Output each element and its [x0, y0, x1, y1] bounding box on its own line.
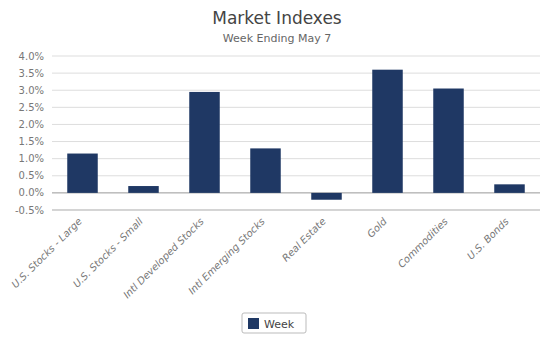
x-tick-label: Real Estate — [280, 216, 328, 264]
zero-line — [52, 192, 540, 193]
grid-line — [52, 158, 540, 159]
bar — [494, 184, 525, 193]
y-tick-label: 3.5% — [19, 68, 44, 79]
bar — [433, 89, 464, 193]
y-tick-label: 3.0% — [19, 85, 44, 96]
bar — [189, 92, 220, 193]
grid-line — [52, 56, 540, 57]
y-tick-label: 2.5% — [19, 102, 44, 113]
legend: Week — [242, 313, 306, 333]
grid-line — [52, 73, 540, 74]
chart-svg: Market Indexes Week Ending May 7 -0.5% 0.0%… — [0, 0, 554, 340]
y-tick-label: 0.5% — [19, 170, 44, 181]
bars — [67, 70, 525, 200]
bar — [372, 70, 403, 193]
bar — [250, 148, 281, 192]
y-tick-label: 2.0% — [19, 119, 44, 130]
y-tick-label: 1.0% — [19, 153, 44, 164]
x-tick-label: Commodities — [396, 216, 450, 270]
grid-line — [52, 210, 540, 211]
y-tick-label: -0.5% — [15, 205, 44, 216]
grid-line — [52, 107, 540, 108]
bar — [67, 154, 98, 193]
x-tick-label: Gold — [365, 215, 389, 239]
grid-line — [52, 124, 540, 125]
bar — [311, 193, 342, 200]
y-tick-label: 4.0% — [19, 51, 44, 62]
x-tick-label: Intl Emerging Stocks — [186, 216, 267, 297]
legend-swatch — [248, 318, 259, 329]
subtitle: Week Ending May 7 — [223, 32, 331, 45]
legend-label: Week — [264, 318, 295, 331]
x-axis-line — [52, 210, 540, 211]
bar — [128, 186, 159, 193]
grid-line — [52, 175, 540, 176]
x-tick-label: U.S. Bonds — [465, 216, 511, 262]
legend-box — [242, 313, 306, 333]
grid-line — [52, 141, 540, 142]
title: Market Indexes — [212, 8, 342, 28]
x-axis: U.S. Stocks - LargeU.S. Stocks - SmallIn… — [9, 215, 511, 300]
chart-container: Market Indexes Week Ending May 7 -0.5% 0.0%… — [0, 0, 554, 340]
grid-line — [52, 90, 540, 91]
y-tick-label: 0.0% — [19, 187, 44, 198]
y-tick-label: 1.5% — [19, 136, 44, 147]
y-axis: -0.5% 0.0% 0.5% 1.0% 1.5% 2.0% 2.5% 3.0% 3.5% 4.0… — [15, 51, 540, 216]
